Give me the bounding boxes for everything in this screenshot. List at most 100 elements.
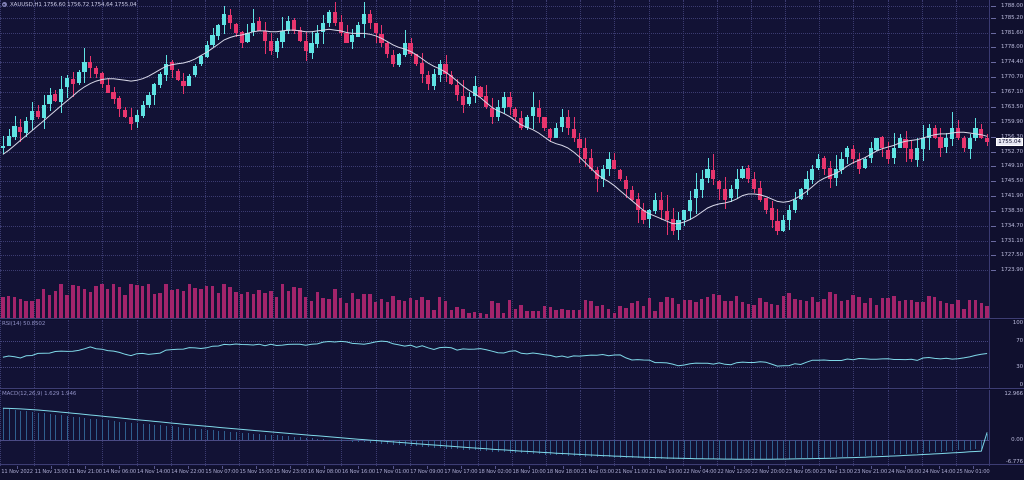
grid-line-vertical — [238, 320, 240, 388]
grid-line-vertical — [170, 0, 172, 318]
macd-histogram-bar — [521, 439, 523, 454]
candlestick-body — [431, 74, 436, 86]
macd-histogram-bar — [294, 436, 296, 440]
volume-bar — [426, 299, 430, 318]
grid-line-vertical — [853, 390, 855, 466]
macd-histogram-bar — [340, 439, 342, 441]
candlestick-body — [390, 54, 396, 64]
volume-bar — [12, 296, 17, 318]
price-axis-label: 1788.00 — [1000, 3, 1023, 10]
macd-histogram-bar — [189, 428, 191, 440]
time-axis-tick — [358, 466, 360, 469]
macd-histogram-bar — [957, 439, 959, 451]
macd-axis-label: -6.776 — [1005, 459, 1023, 465]
volume-bar — [30, 300, 34, 318]
volume-bar — [397, 299, 401, 318]
price-axis-label: 1770.70 — [1000, 74, 1023, 81]
candlestick-body — [583, 147, 588, 159]
candlestick-body — [47, 94, 52, 105]
panel-separator — [0, 318, 1024, 319]
volume-bar — [274, 297, 279, 318]
candlestick-body — [420, 62, 425, 75]
rsi-indicator-panel[interactable]: 100 70 30 0 RSI(14) 50.8502 — [0, 320, 1024, 388]
price-axis-label: 1749.10 — [1000, 163, 1023, 170]
price-axis-label: 1781.60 — [1000, 29, 1023, 36]
grid-line-vertical — [955, 0, 957, 318]
macd-histogram-bar — [876, 439, 878, 456]
macd-histogram-bar — [55, 414, 57, 440]
macd-histogram-bar — [765, 439, 767, 460]
macd-histogram-bar — [824, 439, 826, 458]
price-axis-label: 1731.10 — [1000, 237, 1023, 244]
macd-histogram-bar — [515, 439, 517, 453]
rsi-plot-area[interactable] — [0, 320, 990, 388]
candlestick-body — [425, 75, 431, 85]
candlestick-body — [885, 149, 891, 159]
macd-histogram-bar — [701, 439, 703, 460]
macd-histogram-bar — [666, 439, 668, 459]
candlestick-body — [210, 35, 215, 45]
time-axis-label: 11 Nov 2022 — [1, 469, 33, 475]
candlestick-body — [973, 127, 978, 139]
macd-axis[interactable]: 12.966 0.00 -6.776 — [989, 390, 1024, 466]
volume-bar — [618, 306, 622, 318]
volume-bar — [158, 293, 162, 318]
candlestick-body — [548, 128, 553, 138]
macd-histogram-bar — [637, 439, 639, 459]
macd-histogram-bar — [78, 417, 80, 440]
volume-bar — [135, 284, 139, 318]
candlestick-body — [35, 110, 40, 118]
macd-histogram-bar — [864, 439, 866, 456]
price-axis-label: 1723.90 — [1000, 267, 1023, 274]
volume-bar — [775, 305, 780, 318]
candlestick-body — [455, 85, 460, 95]
price-axis[interactable]: 1788.00 1785.20 1781.60 1778.00 1774.40 1770.… — [989, 0, 1024, 318]
grid-line-vertical — [682, 320, 684, 388]
grid-line-vertical — [170, 320, 172, 388]
price-plot-area[interactable] — [0, 0, 990, 318]
volume-bar — [962, 309, 966, 318]
macd-histogram-bar — [853, 439, 855, 457]
macd-histogram-bar — [952, 439, 954, 451]
candlestick-body — [18, 126, 23, 132]
price-chart-panel[interactable]: 1788.00 1785.20 1781.60 1778.00 1774.40 1770.… — [0, 0, 1024, 318]
macd-histogram-bar — [311, 438, 313, 440]
time-axis-tick — [495, 466, 496, 469]
volume-bar — [100, 284, 104, 318]
macd-histogram-bar — [847, 439, 849, 457]
candlestick-body — [53, 93, 58, 101]
macd-plot-area[interactable] — [0, 390, 990, 466]
candlestick-body — [466, 96, 471, 104]
macd-histogram-bar — [346, 439, 348, 442]
macd-indicator-panel[interactable]: 12.966 0.00 -6.776 MACD(12,26,9) 1.629 1.9… — [0, 390, 1024, 466]
candlestick-body — [123, 109, 128, 118]
volume-bar — [1, 297, 5, 318]
macd-histogram-bar — [177, 427, 179, 440]
grid-line-vertical — [273, 390, 275, 466]
time-axis-label: 17 Nov 09:00 — [410, 469, 444, 475]
volume-bar — [245, 292, 250, 318]
volume-bar — [647, 297, 652, 318]
chevron-down-icon[interactable] — [2, 2, 7, 7]
volume-bar — [216, 293, 221, 318]
time-axis-tick — [597, 466, 599, 469]
grid-line-horizontal — [0, 17, 990, 19]
candlestick-body — [140, 105, 145, 116]
time-axis-label: 17 Nov 17:00 — [444, 469, 478, 475]
price-axis-tick — [991, 240, 996, 242]
macd-axis-label: 12.966 — [1004, 391, 1023, 397]
time-axis-tick — [563, 466, 565, 469]
candlestick-body — [163, 63, 169, 76]
candlestick-body — [554, 127, 559, 138]
price-axis-tick — [991, 196, 996, 198]
candlestick-body — [839, 158, 844, 171]
grid-line-vertical — [512, 0, 514, 318]
grid-line-vertical — [546, 0, 548, 318]
candlestick-body — [845, 148, 850, 158]
macd-histogram-bar — [497, 439, 499, 452]
candlestick-body — [222, 14, 227, 26]
volume-bar — [915, 301, 919, 318]
rsi-axis[interactable]: 100 70 30 0 — [989, 320, 1024, 388]
volume-bar — [542, 306, 547, 318]
time-axis[interactable]: 11 Nov 2022 11 Nov 13:00 11 Nov 21:00 14 No… — [0, 466, 1024, 480]
